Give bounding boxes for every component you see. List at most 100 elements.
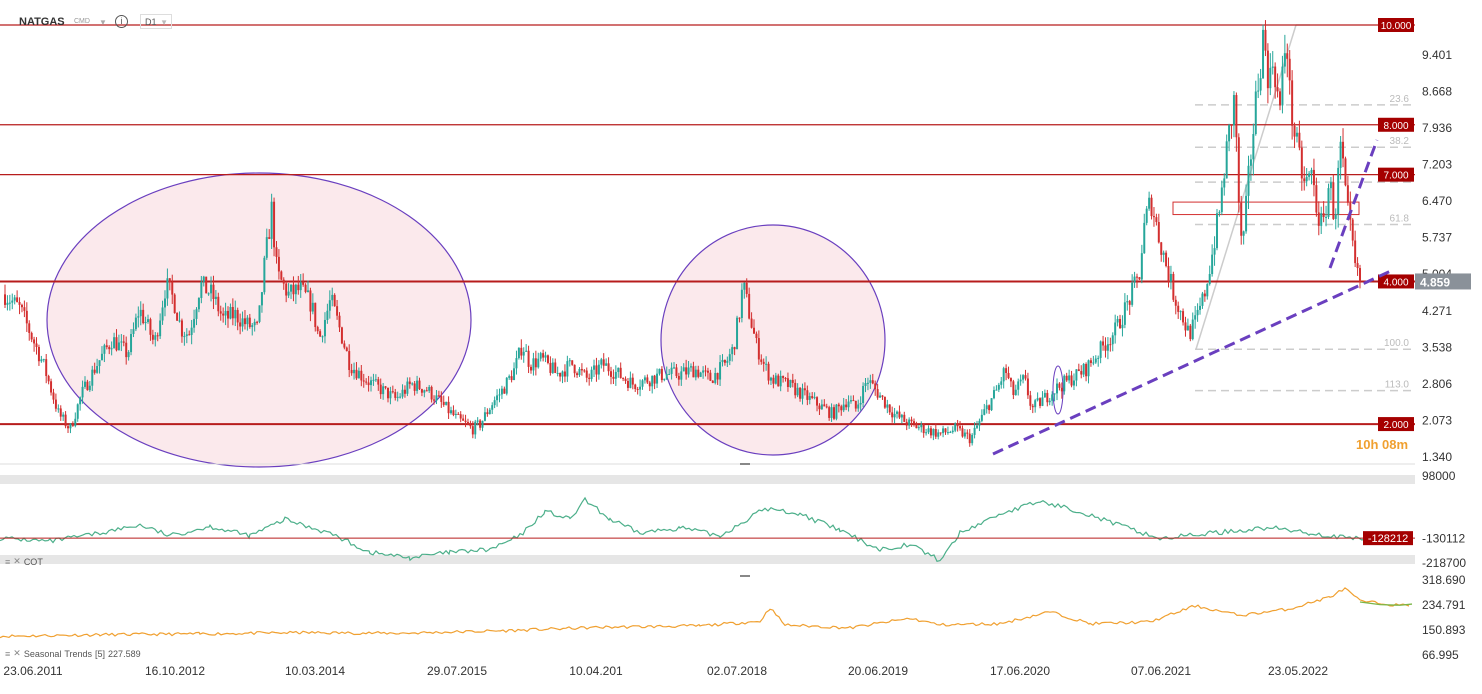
candle-body — [1135, 276, 1138, 278]
cot-tick-label: 98000 — [1422, 469, 1456, 483]
candle-body — [503, 388, 506, 394]
candle-body — [740, 289, 743, 319]
cot-indicator-label[interactable]: ≡ ✕ COT — [5, 556, 43, 567]
candle-body — [573, 364, 576, 374]
candle-body — [1245, 195, 1248, 232]
candle-body — [1240, 202, 1243, 236]
candle-body — [1077, 369, 1080, 372]
candle-body — [1295, 132, 1298, 137]
candle-body — [408, 381, 411, 385]
candle-body — [69, 423, 72, 429]
candle-body — [1082, 363, 1085, 375]
symbol-label[interactable]: NATGAS — [19, 16, 65, 28]
candle-body — [265, 237, 268, 258]
candle-body — [719, 362, 722, 380]
candle-body — [130, 333, 133, 353]
candle-body — [983, 409, 986, 415]
candle-body — [626, 380, 629, 388]
candle-body — [1046, 392, 1049, 403]
candle-body — [1085, 363, 1088, 377]
close-icon[interactable]: ✕ — [13, 556, 21, 566]
candle-body — [786, 378, 789, 387]
candle-body — [62, 414, 65, 417]
candle-body — [978, 420, 981, 426]
candle-body — [840, 406, 843, 411]
candle-body — [399, 396, 402, 398]
candle-body — [513, 368, 516, 381]
chevron-down-icon[interactable]: ▼ — [99, 18, 107, 27]
candle-body — [799, 387, 802, 399]
candle-body — [372, 379, 375, 381]
candle-body — [602, 359, 605, 366]
cot-name: COT — [23, 556, 43, 567]
level-label: 2.000 — [1383, 420, 1408, 431]
close-icon[interactable]: ✕ — [13, 648, 21, 658]
candle-body — [932, 428, 935, 436]
info-icon[interactable]: i — [115, 15, 128, 28]
cot-level-bg — [1363, 531, 1413, 546]
x-tick-label: 07.06.2021 — [1131, 664, 1191, 678]
candle-body — [1186, 325, 1189, 331]
level-label: 8.000 — [1383, 121, 1408, 132]
candle-body — [1252, 134, 1255, 160]
level-label-bg — [1378, 274, 1414, 289]
candle-body — [539, 353, 542, 359]
candle-body — [433, 399, 436, 401]
candle-body — [16, 297, 19, 303]
candle-body — [559, 372, 562, 377]
candle-body — [588, 377, 591, 379]
seasonal-indicator-label[interactable]: ≡ ✕ Seasonal Trends [5] 227.589 — [5, 648, 141, 659]
candle-body — [937, 432, 940, 437]
candle-body — [176, 312, 179, 321]
resistance-box — [1172, 201, 1360, 216]
candle-body — [825, 406, 828, 408]
x-tick-label: 16.10.2012 — [145, 664, 205, 678]
candle-body — [413, 383, 416, 391]
candle-body — [1201, 293, 1204, 306]
candle-body — [105, 345, 108, 348]
candle-body — [973, 427, 976, 435]
candle-body — [79, 397, 82, 405]
trendline-support — [992, 268, 1394, 456]
menu-icon[interactable]: ≡ — [5, 556, 11, 567]
candle-body — [769, 377, 772, 381]
trendline-channel — [1328, 139, 1379, 269]
candle-body — [1043, 392, 1046, 398]
candle-body — [423, 390, 426, 393]
menu-icon[interactable]: ≡ — [5, 648, 11, 659]
candle-body — [1262, 29, 1265, 79]
y-tick-label: 4.271 — [1422, 304, 1452, 318]
candle-body — [634, 384, 637, 389]
candle-body — [1303, 178, 1306, 182]
candle-body — [386, 387, 389, 399]
cot-level-label: -128212 — [1368, 533, 1408, 545]
level-label-bg — [1378, 18, 1414, 32]
candle-body — [811, 396, 814, 398]
candle-body — [234, 309, 237, 319]
candle-body — [1007, 372, 1010, 379]
candle-body — [912, 421, 915, 424]
candle-body — [476, 420, 479, 422]
candle-body — [963, 432, 966, 437]
candle-body — [37, 346, 40, 362]
candle-body — [779, 375, 782, 387]
candle-body — [396, 396, 399, 398]
candle-body — [282, 279, 285, 284]
candle-body — [1337, 167, 1340, 215]
candle-body — [753, 327, 756, 334]
candle-body — [25, 310, 28, 324]
candle-countdown: 10h 08m — [1356, 437, 1408, 452]
candle-body — [736, 317, 739, 350]
candle-body — [340, 327, 343, 344]
candle-body — [1359, 268, 1361, 282]
candle-body — [270, 201, 273, 239]
candle-body — [954, 423, 957, 431]
candle-body — [195, 309, 198, 319]
candle-body — [898, 411, 901, 418]
cot-panel: -128212 98000 -130112 -218700 — [0, 469, 1466, 577]
candle-body — [4, 294, 6, 305]
candle-body — [319, 331, 322, 337]
timeframe-select[interactable]: D1 ▼ — [140, 14, 172, 29]
candle-body — [760, 359, 763, 362]
